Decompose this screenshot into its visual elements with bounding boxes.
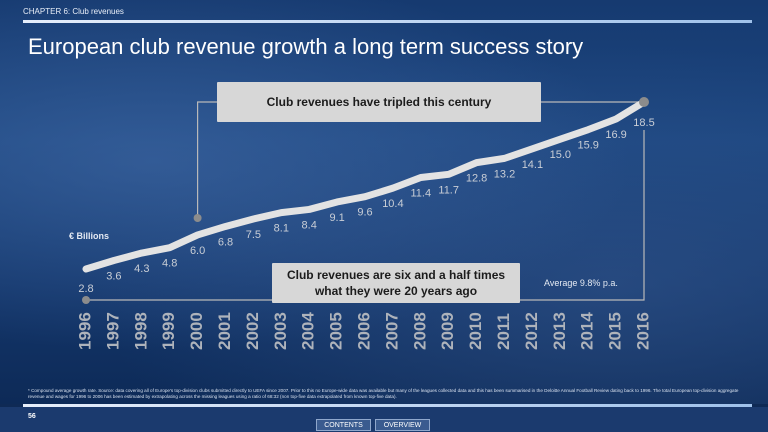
- connector-callout-to-2016-bottom: [520, 130, 645, 301]
- x-tick-label: 2011: [494, 313, 513, 350]
- endpoint-marker: [639, 97, 649, 107]
- x-tick-label: 2004: [299, 312, 318, 350]
- x-tick-label: 2016: [633, 312, 652, 350]
- value-label: 8.1: [274, 223, 289, 235]
- value-label: 3.6: [106, 270, 121, 282]
- x-tick-label: 2008: [410, 312, 429, 350]
- value-label: 6.0: [190, 245, 205, 257]
- value-label: 10.4: [382, 198, 403, 210]
- value-label: 7.5: [246, 229, 261, 241]
- background: [0, 0, 768, 404]
- x-tick-label: 2013: [550, 312, 569, 350]
- x-tick-label: 2000: [187, 312, 206, 350]
- footnote: * Compound average growth rate. Source: …: [28, 388, 739, 399]
- x-tick-label: 2002: [243, 312, 262, 350]
- x-tick-label: 1998: [131, 312, 150, 350]
- overview-button[interactable]: OVERVIEW: [375, 419, 430, 431]
- series-line: [82, 98, 648, 273]
- contents-button[interactable]: CONTENTS: [316, 419, 371, 431]
- page-title: European club revenue growth a long term…: [28, 34, 584, 59]
- value-label: 15.0: [550, 149, 571, 161]
- callout-line-1: Club revenues are six and a half times: [286, 268, 506, 282]
- value-label: 18.5: [633, 117, 654, 129]
- x-tick-label: 2015: [606, 312, 625, 350]
- value-label: 16.9: [605, 129, 626, 141]
- value-label: 9.1: [329, 212, 344, 224]
- x-tick-label: 2010: [466, 312, 485, 350]
- chapter-label: CHAPTER 6: Club revenues: [23, 7, 124, 16]
- header-divider: [23, 20, 752, 23]
- callout-six-and-a-half: Club revenues are six and a half times w…: [272, 263, 520, 303]
- unit-label: € Billions: [69, 231, 110, 241]
- connector-2000-to-callout: [197, 101, 217, 216]
- value-label: 6.8: [218, 236, 233, 248]
- footer-divider: [23, 404, 752, 407]
- x-tick-label: 2005: [327, 312, 346, 350]
- marker-1996: [82, 296, 90, 304]
- x-tick-label: 1999: [159, 312, 178, 350]
- value-label: 8.4: [302, 219, 317, 231]
- cagr-label: Average 9.8% p.a.: [544, 278, 618, 288]
- value-label: 13.2: [494, 168, 515, 180]
- value-label: 15.9: [577, 140, 598, 152]
- x-tick-label: 2006: [354, 312, 373, 350]
- value-label: 2.8: [78, 283, 93, 295]
- x-tick-label: 2001: [215, 312, 234, 350]
- value-label: 4.3: [134, 263, 149, 275]
- x-tick-label: 2009: [438, 312, 457, 350]
- value-label: 4.8: [162, 258, 177, 270]
- x-tick-label: 2014: [578, 312, 597, 350]
- value-label: 11.4: [411, 188, 432, 200]
- x-tick-label: 2007: [382, 312, 401, 350]
- callout-line-2: what they were 20 years ago: [314, 284, 478, 298]
- value-label: 12.8: [466, 173, 487, 185]
- x-tick-label: 2003: [271, 312, 290, 350]
- value-label: 14.1: [522, 159, 543, 171]
- x-tick-label: 1997: [103, 312, 122, 350]
- x-tick-label: 2012: [522, 312, 541, 350]
- value-label: 9.6: [357, 207, 372, 219]
- x-tick-label: 1996: [75, 312, 94, 350]
- callout-tripled: Club revenues have tripled this century: [217, 82, 541, 122]
- value-label: 11.7: [438, 184, 459, 196]
- marker-2000: [193, 214, 202, 222]
- page-number: 56: [28, 413, 36, 420]
